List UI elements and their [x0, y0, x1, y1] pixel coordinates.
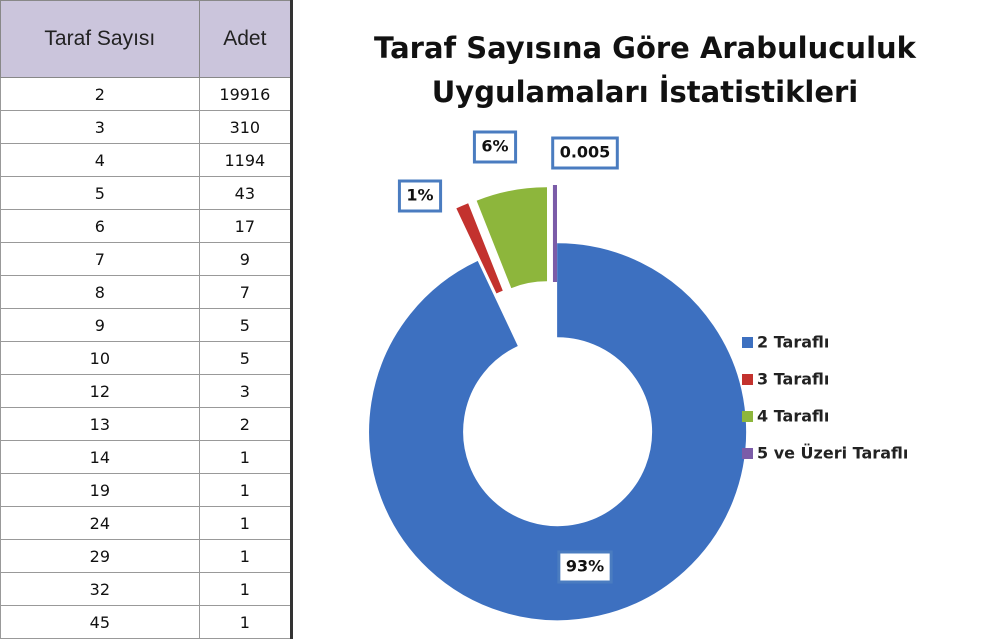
table-row: 19 1 [0, 473, 293, 507]
chart-title: Taraf Sayısına Göre Arabuluculuk Uygulam… [374, 31, 916, 109]
table-cell: 1 [198, 539, 293, 573]
table-row: 32 1 [0, 572, 293, 606]
table-cell: 310 [198, 110, 293, 144]
legend-label: 3 Taraflı [757, 370, 829, 389]
legend-swatch [742, 337, 753, 348]
value-label: 1% [406, 186, 433, 205]
table-cell: 1 [198, 473, 293, 507]
table-row: 5 43 [0, 176, 293, 210]
table-cell: 2 [0, 77, 200, 111]
label-box [472, 130, 518, 164]
value-label: 0.005 [560, 143, 611, 162]
legend-label: 2 Taraflı [757, 333, 829, 352]
label-box [557, 550, 613, 584]
donut-slice [476, 187, 548, 289]
table-cell: 1 [198, 572, 293, 606]
legend-swatch [742, 448, 753, 459]
table-row: 6 17 [0, 209, 293, 243]
table-row: 24 1 [0, 506, 293, 540]
table-cell: 17 [198, 209, 293, 243]
table-cell: 3 [0, 110, 200, 144]
table-cell: 9 [198, 242, 293, 276]
legend-label: 5 ve Üzeri Taraflı [757, 444, 908, 463]
table-cell: 5 [0, 176, 200, 210]
label-box [397, 179, 443, 213]
table-cell: 43 [198, 176, 293, 210]
legend-swatch [742, 374, 753, 385]
column-header: Adet [198, 0, 293, 78]
data-table: Taraf Sayısı Adet 2 19916 3 310 4 1194 5 43 6 17 7 9 8… [0, 0, 293, 639]
legend-swatch [742, 411, 753, 422]
table-cell: 4 [0, 143, 200, 177]
table-row: 4 1194 [0, 143, 293, 177]
table-cell: 9 [0, 308, 200, 342]
table-cell: 45 [0, 605, 200, 639]
table-row: 2 19916 [0, 77, 293, 111]
table-cell: 1 [198, 605, 293, 639]
table-cell: 12 [0, 374, 200, 408]
table-cell: 13 [0, 407, 200, 441]
table-cell: 5 [198, 308, 293, 342]
table-row: 12 3 [0, 374, 293, 408]
donut-slice [456, 203, 503, 294]
value-label: 93% [566, 557, 604, 576]
table-cell: 2 [198, 407, 293, 441]
table-row: 13 2 [0, 407, 293, 441]
legend-label: 4 Taraflı [757, 407, 829, 426]
table-row: 3 310 [0, 110, 293, 144]
table-cell: 19 [0, 473, 200, 507]
table-cell: 19916 [198, 77, 293, 111]
value-label: 6% [481, 137, 508, 156]
table-row: 45 1 [0, 605, 293, 639]
label-box [551, 136, 619, 170]
table-cell: 1194 [198, 143, 293, 177]
column-header: Taraf Sayısı [0, 0, 200, 78]
